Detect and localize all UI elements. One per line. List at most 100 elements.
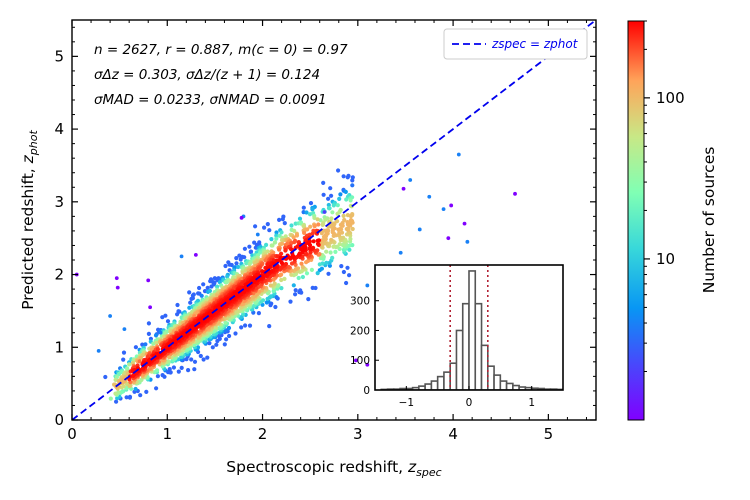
scatter-point [176, 369, 181, 374]
colorbar-gradient [628, 21, 644, 420]
scatter-point [115, 396, 120, 401]
scatter-point [138, 355, 143, 360]
scatter-point [302, 230, 307, 235]
scatter-point [348, 219, 353, 224]
scatter-point [234, 256, 239, 261]
scatter-point [207, 288, 212, 293]
histogram-bar [449, 362, 458, 390]
scatter-point [113, 391, 118, 396]
scatter-point [310, 207, 315, 212]
x-tick-label: 4 [448, 425, 458, 443]
legend-label: zspec = zphot [491, 37, 579, 51]
scatter-point [255, 259, 260, 264]
scatter-point [243, 323, 248, 328]
scatter-point [293, 288, 298, 293]
inset-y-tick-label: 0 [363, 385, 370, 397]
scatter-point [331, 203, 336, 208]
scatter-point [276, 283, 281, 288]
scatter-point [267, 324, 272, 329]
scatter-point [116, 371, 122, 377]
scatter-point [165, 319, 171, 324]
scatter-point [308, 224, 313, 229]
scatter-point-outlier [146, 278, 151, 283]
scatter-point-outlier [398, 250, 403, 255]
scatter-point [330, 255, 335, 260]
scatter-point [303, 245, 308, 250]
scatter-point [327, 206, 332, 211]
scatter-point [324, 249, 329, 254]
scatter-point [289, 272, 294, 277]
scatter-point [335, 203, 340, 208]
scatter-point [304, 210, 309, 215]
scatter-point [205, 355, 210, 360]
scatter-point [262, 225, 267, 230]
scatter-point [319, 231, 324, 236]
scatter-point-outlier [465, 239, 470, 244]
histogram-bar [493, 374, 502, 390]
inset-x-tick-label: 1 [528, 397, 535, 409]
scatter-point [300, 264, 305, 270]
scatter-point [299, 261, 304, 266]
scatter-point [146, 331, 151, 336]
scatter-point [155, 374, 160, 379]
scatter-point [198, 353, 203, 359]
scatter-point [227, 333, 232, 339]
scatter-point [330, 230, 335, 235]
scatter-point [283, 261, 289, 267]
scatter-point [265, 222, 270, 227]
scatter-point [341, 269, 346, 275]
scatter-point-outlier [108, 314, 113, 318]
scatter-point [293, 245, 298, 250]
scatter-point [214, 342, 219, 347]
scatter-point [306, 297, 311, 302]
scatter-point [127, 362, 132, 367]
scatter-point [207, 341, 212, 346]
scatter-point [223, 320, 228, 325]
scatter-point [167, 367, 172, 372]
scatter-point [282, 221, 287, 226]
inset-y-tick-label: 200 [350, 325, 370, 337]
x-axis-label: Spectroscopic redshift, zspec [226, 458, 441, 479]
main-axis-ticks: 0 1 2 3 4 5 0 1 2 3 4 5 [54, 20, 596, 443]
scatter-point [175, 302, 180, 308]
scatter-point [350, 226, 355, 232]
scatter-point [321, 192, 326, 197]
scatter-point [347, 273, 352, 278]
scatter-point [337, 242, 342, 247]
scatter-point [308, 201, 314, 206]
scatter-point [348, 214, 353, 219]
scatter-point [309, 267, 314, 272]
scatter-point-outlier [513, 191, 517, 196]
scatter-point [121, 350, 127, 355]
scatter-point [293, 292, 298, 297]
stats-line-1: n = 2627, r = 0.887, m(c = 0) = 0.97 [94, 42, 348, 58]
scatter-point [137, 359, 142, 364]
scatter-point [121, 357, 126, 362]
scatter-point [108, 396, 113, 401]
colorbar-frame [627, 20, 645, 421]
scatter-point [160, 315, 165, 320]
y-axis-label: Predicted redshift, zphot [19, 130, 40, 310]
scatter-point [146, 321, 151, 326]
scatter-point-outlier [446, 236, 451, 241]
histogram-bar [443, 371, 451, 390]
scatter-point [304, 271, 310, 276]
scatter-point [280, 241, 285, 246]
scatter-point [189, 296, 194, 301]
x-tick-label: 2 [258, 425, 268, 443]
scatter-point [306, 258, 311, 263]
histogram-sigma-lines [449, 265, 489, 390]
scatter-point-outlier [401, 186, 406, 191]
scatter-point [307, 243, 313, 248]
scatter-point [321, 180, 326, 185]
scatter-point-outlier [158, 330, 163, 335]
scatter-point [188, 300, 193, 305]
scatter-point [264, 300, 269, 305]
scatter-point [321, 234, 327, 239]
scatter-point [211, 282, 216, 287]
scatter-point [154, 340, 159, 346]
scatter-point-outlier [365, 362, 370, 367]
scatter-point [201, 357, 206, 362]
scatter-point [341, 213, 346, 218]
